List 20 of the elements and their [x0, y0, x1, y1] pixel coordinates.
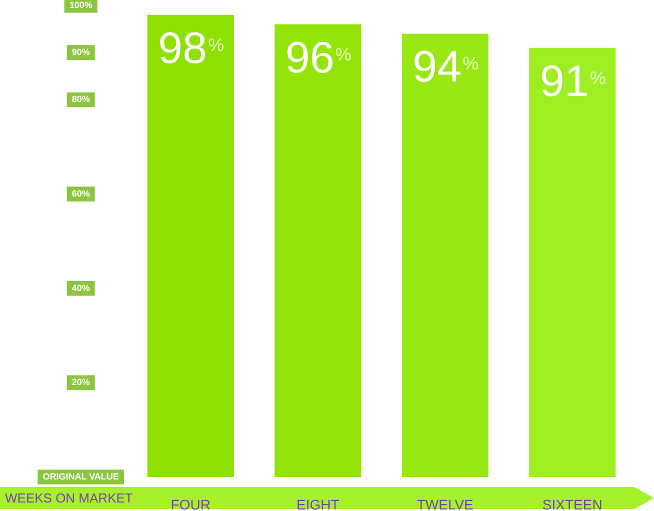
y-tick-label: 80% — [72, 94, 90, 104]
bar — [147, 14, 234, 477]
x-axis-title: WEEKS ON MARKET — [5, 490, 133, 506]
data-label: 98% — [158, 24, 224, 73]
data-label: 94% — [412, 42, 479, 92]
data-label: 96% — [285, 33, 352, 82]
y-tick-label: 60% — [72, 188, 90, 199]
bar — [402, 34, 488, 477]
y-tick-label: ORIGINAL VALUE — [42, 471, 119, 482]
x-tick-label: SIXTEEN — [542, 496, 602, 511]
x-tick-label: FOUR — [170, 496, 210, 511]
y-tick-label: 40% — [72, 282, 90, 293]
x-tick-label: EIGHT — [296, 496, 340, 511]
data-label: 91% — [540, 56, 606, 106]
y-tick-label: 90% — [72, 47, 90, 58]
x-tick-label: TWELVE — [416, 496, 474, 511]
y-tick-label: 100% — [69, 0, 92, 10]
bar — [274, 24, 362, 477]
y-tick-label: 20% — [72, 377, 90, 388]
bar — [529, 48, 616, 477]
